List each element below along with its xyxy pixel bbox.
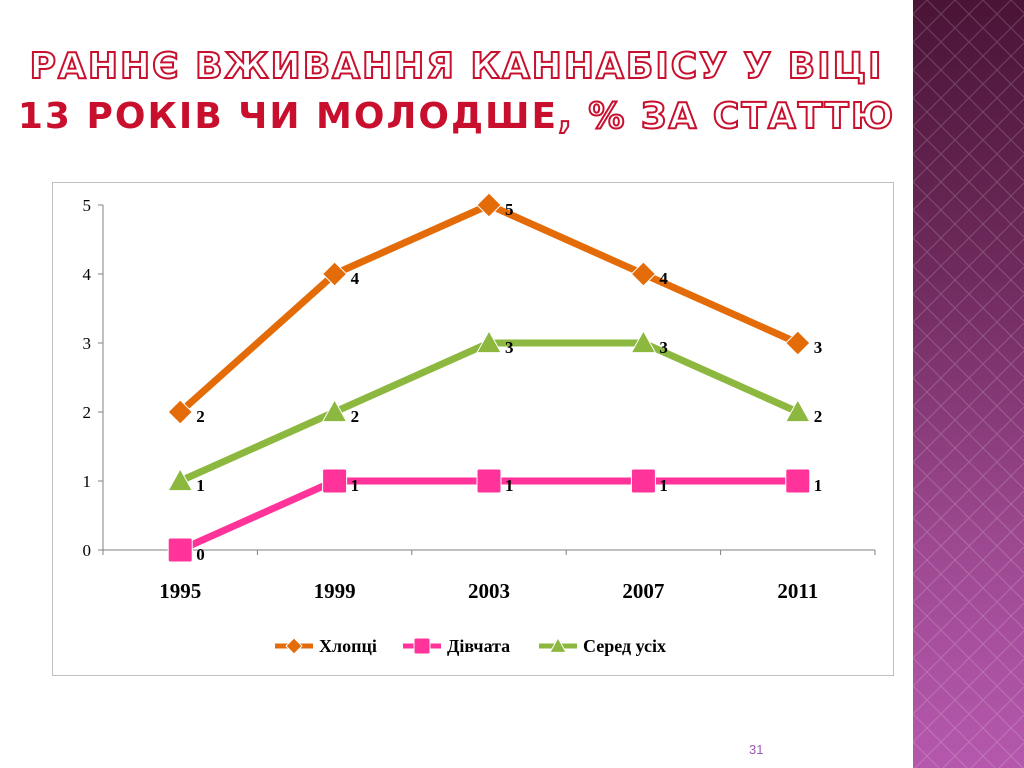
y-tick-label: 5 [83,196,92,215]
data-label: 2 [351,407,360,426]
x-tick-label: 1999 [314,579,356,603]
legend-label: Серед усіх [583,636,666,656]
data-label: 1 [659,476,668,495]
title-line-2-outline: , % ЗА СТАТТЮ [557,95,896,138]
data-label: 1 [351,476,360,495]
data-point-marker [630,468,656,494]
data-point-marker [784,398,811,423]
data-point-marker [167,467,194,492]
data-point-marker [476,329,502,354]
decorative-side-band [913,0,1024,768]
title-line-2-red: 13 РОКІВ ЧИ МОЛОДШЕ [17,96,559,137]
data-point-marker [167,399,193,425]
x-tick-label: 1995 [159,579,201,603]
data-label: 2 [814,407,823,426]
data-label: 3 [814,338,823,357]
y-tick-label: 3 [83,334,92,353]
data-point-marker [630,329,657,354]
data-point-marker [321,261,348,287]
slide-title: РАННЄ ВЖИВАННЯ КАННАБІСУ У ВІЦІ 13 РОКІВ… [0,42,913,142]
legend-marker [549,636,567,653]
data-label: 1 [814,476,823,495]
data-point-marker [167,537,193,563]
slide-number: 31 [749,742,764,757]
data-point-marker [785,468,811,494]
series-line [176,339,802,485]
data-label: 0 [196,545,205,564]
x-tick-label: 2007 [622,579,664,603]
data-label: 1 [196,476,205,495]
y-tick-label: 2 [83,403,92,422]
legend-marker [285,637,303,655]
data-point-marker [476,468,502,494]
data-point-marker [630,261,657,287]
legend-label: Дівчата [447,636,510,656]
data-label: 4 [659,269,668,288]
y-tick-label: 4 [83,265,92,284]
x-tick-label: 2011 [777,579,818,603]
legend-label: Хлопці [319,636,377,656]
chart-container: 0 1 2 3 4 5 1995 1999 2003 2007 2011 1 2 3 3 2 0 1 1 1 1 2 4 5 4… [52,182,894,676]
data-label: 3 [505,338,514,357]
data-point-marker [476,192,502,218]
title-line-2: 13 РОКІВ ЧИ МОЛОДШЕ, % ЗА СТАТТЮ [0,92,913,142]
data-point-marker [322,468,348,494]
title-line-1: РАННЄ ВЖИВАННЯ КАННАБІСУ У ВІЦІ [29,45,884,88]
y-tick-label: 1 [83,472,92,491]
data-label: 1 [505,476,514,495]
x-tick-label: 2003 [468,579,510,603]
data-label: 4 [351,269,360,288]
diamond-pattern [913,0,1024,768]
data-label: 3 [659,338,668,357]
data-label: 5 [505,200,514,219]
data-label: 2 [196,407,205,426]
legend-marker [413,637,431,655]
series-line [176,201,802,416]
data-point-marker [785,330,811,356]
data-point-marker [321,398,348,423]
y-tick-label: 0 [83,541,92,560]
